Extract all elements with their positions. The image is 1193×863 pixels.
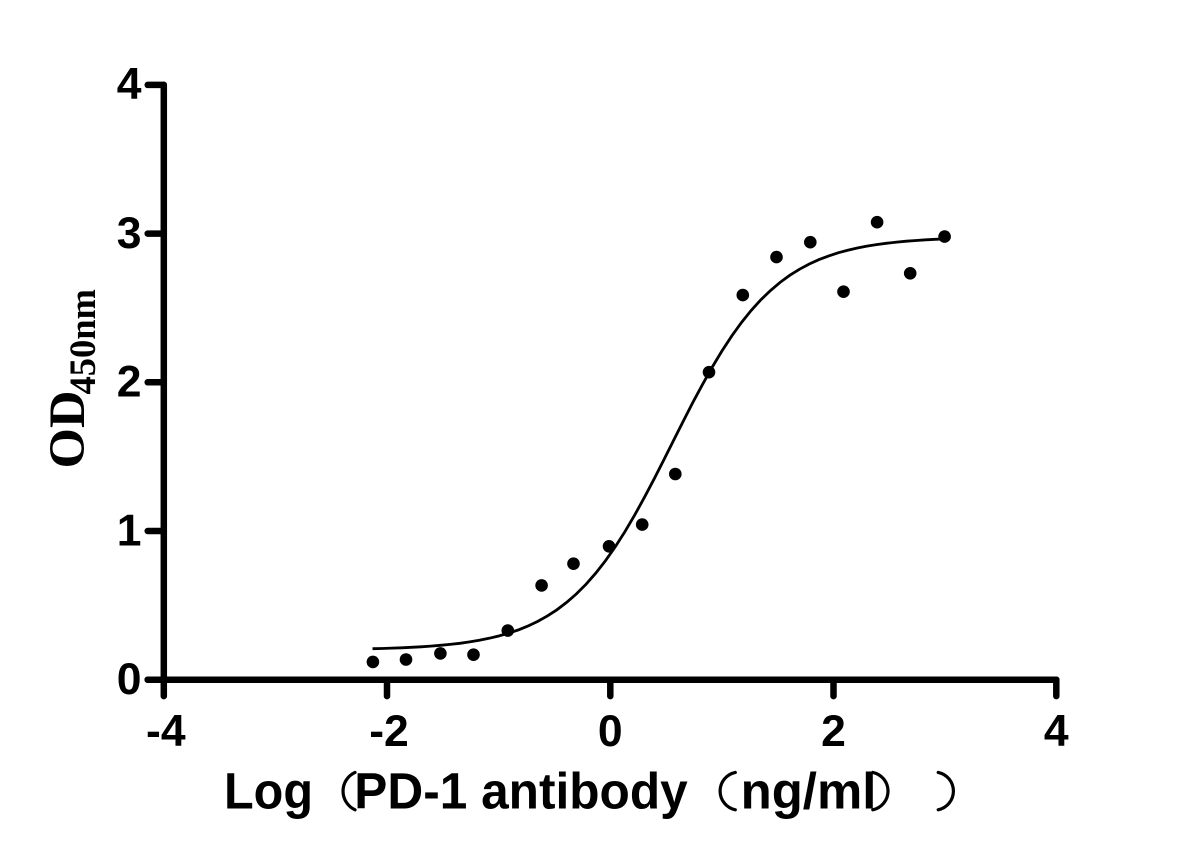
svg-text:3: 3 (117, 209, 142, 258)
svg-text:0: 0 (117, 655, 142, 704)
svg-text:ng/ml: ng/ml (741, 763, 877, 820)
svg-text:-4: -4 (146, 707, 186, 756)
svg-text:OD450nm: OD450nm (40, 289, 103, 468)
svg-text:1: 1 (117, 506, 142, 555)
svg-text:Log: Log (224, 763, 313, 820)
svg-text:PD-1 antibody: PD-1 antibody (354, 763, 688, 820)
svg-text:4: 4 (117, 60, 142, 109)
svg-text:4: 4 (1044, 707, 1069, 756)
svg-text:0: 0 (598, 707, 623, 756)
svg-text:2: 2 (821, 707, 846, 756)
svg-text:2: 2 (117, 358, 142, 407)
svg-text:-2: -2 (369, 707, 409, 756)
